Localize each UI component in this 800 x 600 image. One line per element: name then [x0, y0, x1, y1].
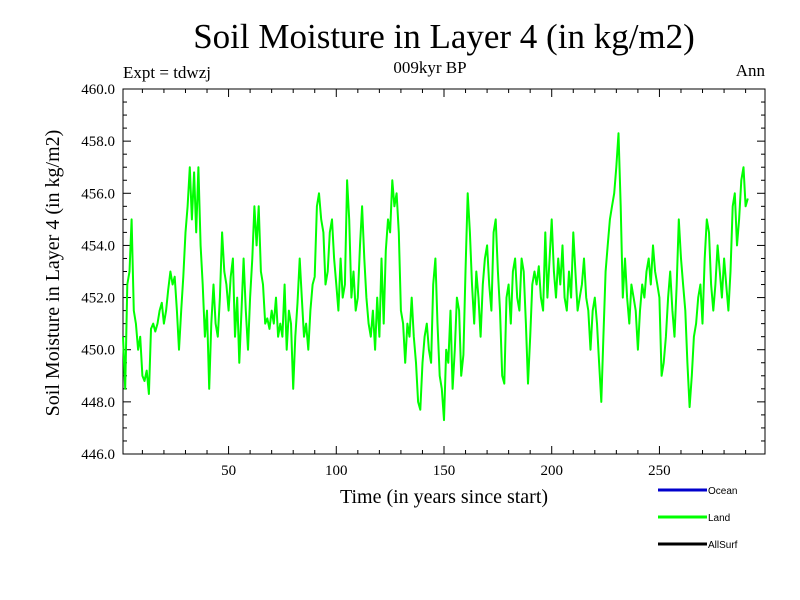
series-line-land	[122, 132, 749, 422]
y-tick-label: 458.0	[81, 134, 115, 150]
x-tick-label: 150	[433, 463, 456, 479]
season-label: Ann	[736, 61, 766, 80]
y-tick-label: 460.0	[81, 82, 115, 98]
legend-label-allsurf: AllSurf	[708, 540, 738, 551]
y-axis-label: Soil Moisture in Layer 4 (in kg/m2)	[42, 130, 64, 417]
y-tick-label: 446.0	[81, 447, 115, 463]
legend-label-land: Land	[708, 513, 730, 524]
chart-title: Soil Moisture in Layer 4 (in kg/m2)	[193, 17, 695, 56]
y-tick-label: 448.0	[81, 395, 115, 411]
x-axis-label: Time (in years since start)	[340, 486, 548, 508]
x-tick-label: 50	[221, 463, 236, 479]
legend-label-ocean: Ocean	[708, 486, 737, 497]
experiment-label: Expt = tdwzj	[123, 63, 211, 82]
x-tick-label: 250	[648, 463, 671, 479]
y-tick-label: 452.0	[81, 291, 115, 307]
y-tick-label: 454.0	[81, 238, 115, 254]
legend: Ocean Land AllSurf	[658, 486, 738, 551]
x-tick-label: 200	[540, 463, 563, 479]
y-tick-label: 450.0	[81, 343, 115, 359]
chart-subtitle: 009kyr BP	[393, 58, 466, 77]
y-tick-label: 456.0	[81, 186, 115, 202]
x-tick-label: 100	[325, 463, 348, 479]
plot-area: 50 100 150 200 250 446.0 448.0 450.0 452.0 454.0 4…	[81, 82, 766, 479]
